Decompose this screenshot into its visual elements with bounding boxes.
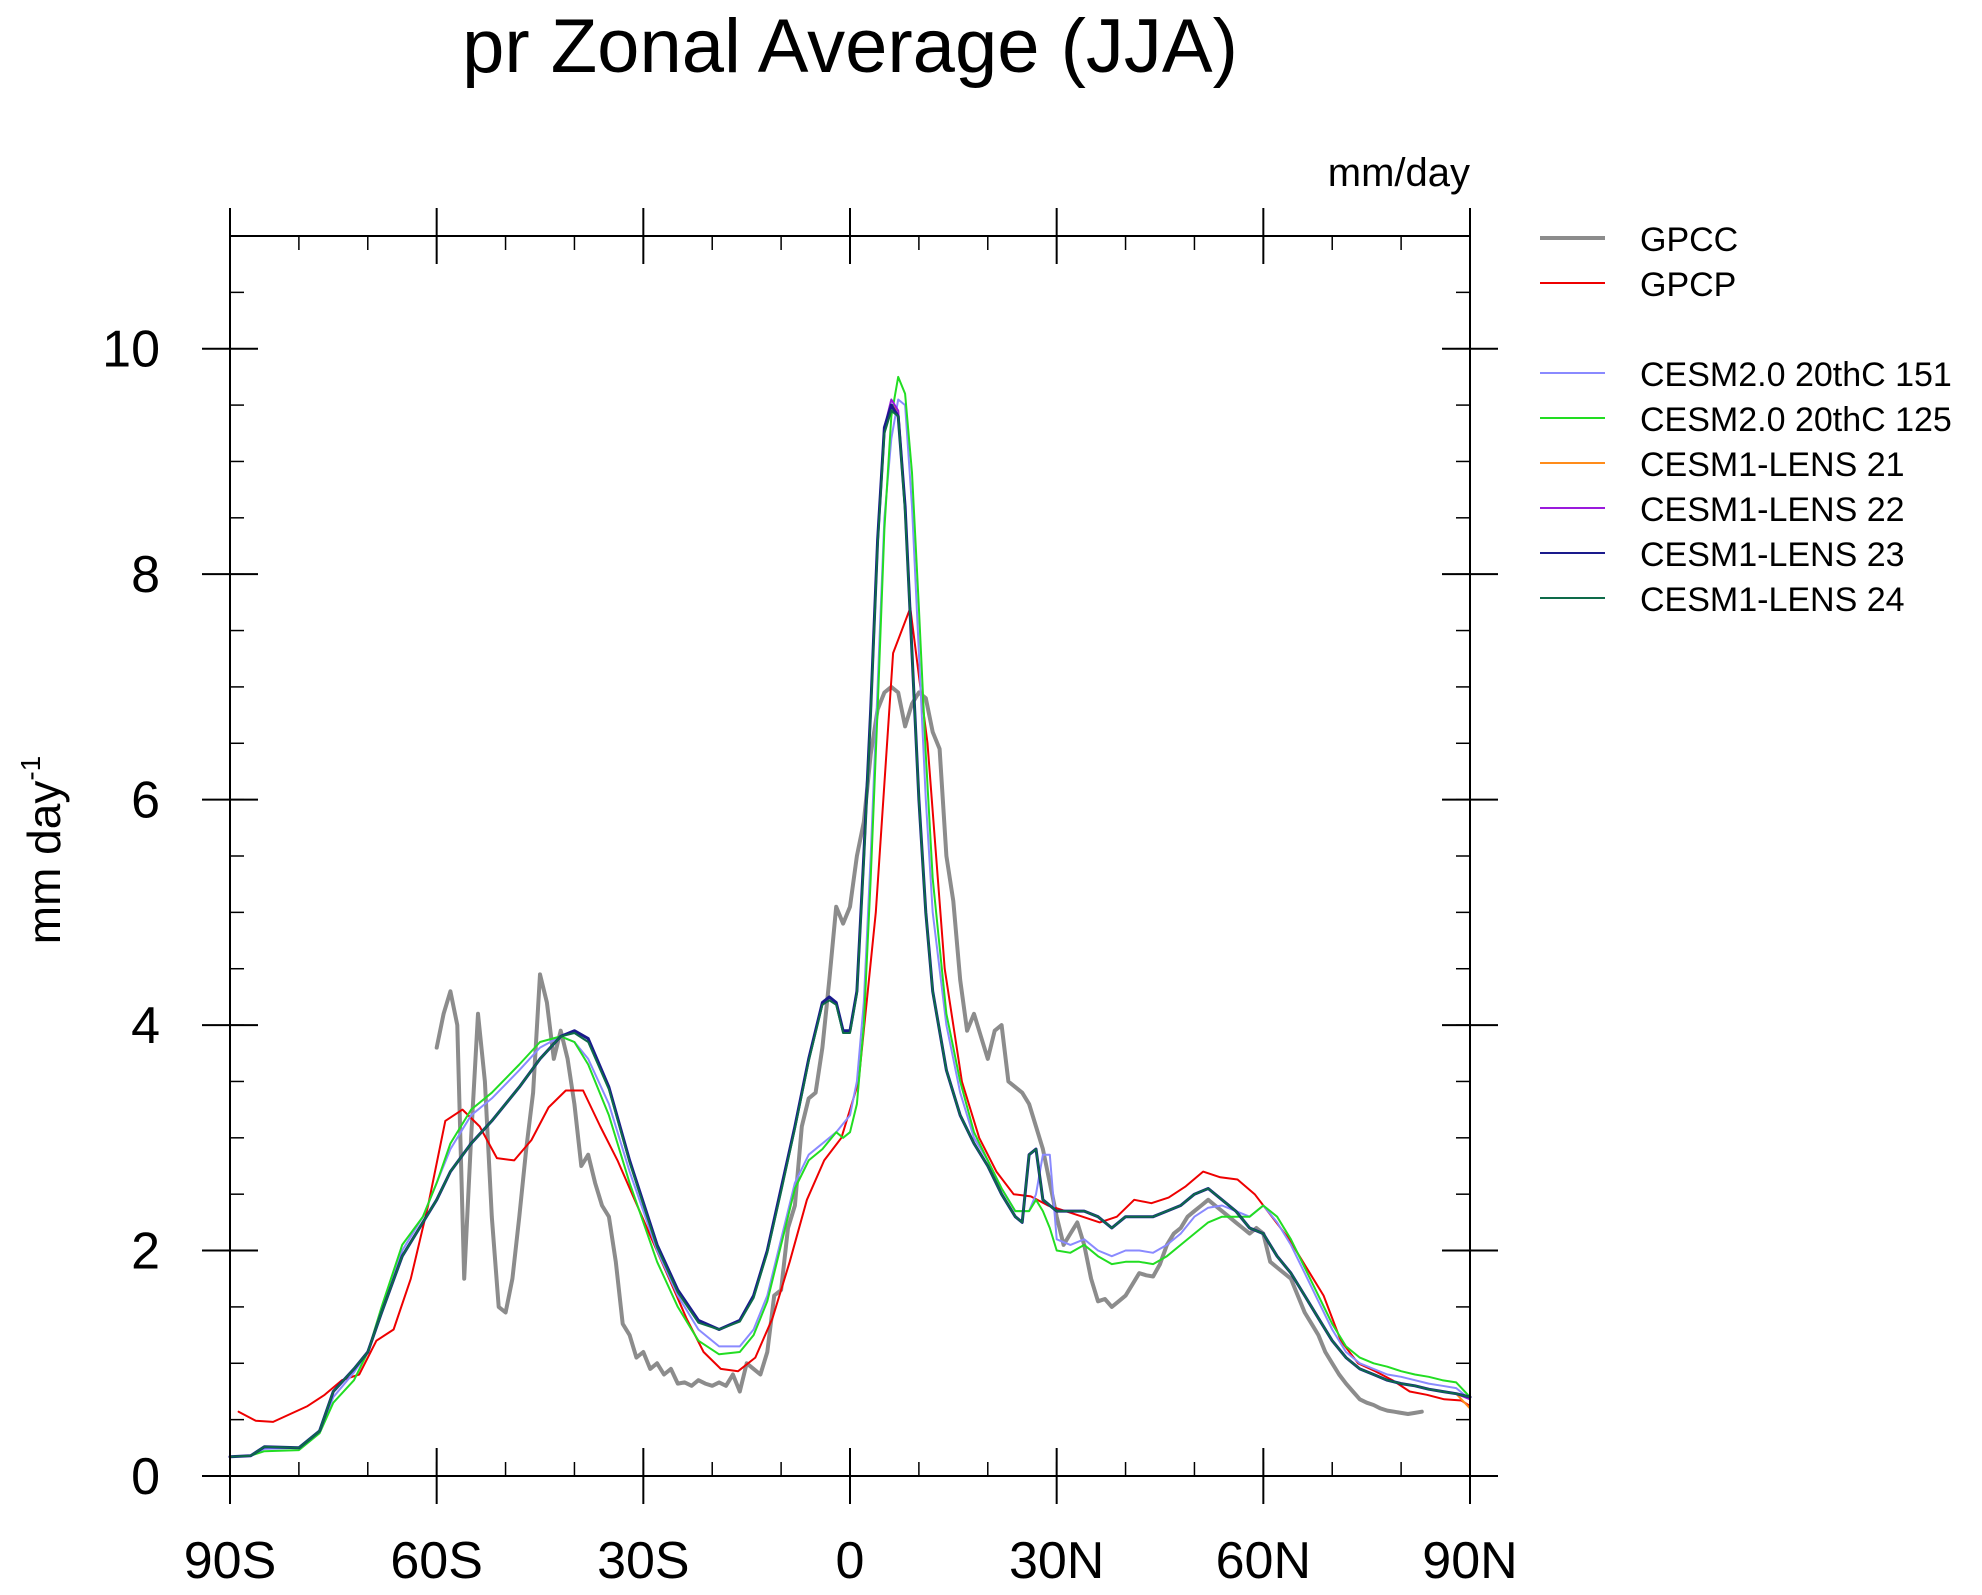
legend-label-gpcp: GPCP — [1640, 266, 1736, 304]
y-tick-label: 4 — [131, 997, 160, 1055]
y-tick-label: 8 — [131, 546, 160, 604]
y-tick-label: 2 — [131, 1223, 160, 1281]
y-tick-label: 6 — [131, 772, 160, 830]
x-tick-label: 60N — [1216, 1532, 1311, 1590]
x-tick-label: 90S — [184, 1532, 277, 1590]
legend-label-cesm1-lens-21: CESM1-LENS 21 — [1640, 446, 1905, 484]
x-tick-label: 30S — [597, 1532, 690, 1590]
x-tick-label: 30N — [1009, 1532, 1104, 1590]
y-tick-label: 0 — [131, 1448, 160, 1506]
chart-title: pr Zonal Average (JJA) — [462, 4, 1238, 89]
series-line-cesm2-0-20thc-151 — [229, 398, 1471, 1458]
series-line-gpcp — [237, 607, 1471, 1423]
plot-frame — [229, 235, 1471, 1477]
series-line-cesm1-lens-24 — [229, 409, 1471, 1458]
y-axis-title: mm day-1 — [15, 756, 70, 945]
x-tick-label: 0 — [836, 1532, 865, 1590]
legend-label-cesm1-lens-24: CESM1-LENS 24 — [1640, 581, 1905, 619]
legend-label-cesm2-0-20thc-125: CESM2.0 20thC 125 — [1640, 401, 1952, 439]
series-line-gpcc — [434, 684, 1424, 1416]
x-tick-label: 60S — [390, 1532, 483, 1590]
y-axis-title-main: mm day — [18, 781, 70, 945]
units-label: mm/day — [1328, 151, 1470, 195]
x-tick-label: 90N — [1422, 1532, 1517, 1590]
legend-label-gpcc: GPCC — [1640, 221, 1738, 259]
series-line-cesm1-lens-22 — [229, 398, 1471, 1458]
axes: 90S 60S 30S 0 30N 60N 90N 0 2 4 6 8 10 — [102, 208, 1518, 1590]
legend-label-cesm2-0-20thc-151: CESM2.0 20thC 151 — [1640, 356, 1952, 394]
y-tick-label: 10 — [102, 321, 160, 379]
legend-label-cesm1-lens-22: CESM1-LENS 22 — [1640, 491, 1905, 529]
series-line-cesm1-lens-21 — [229, 404, 1471, 1458]
y-axis-title-superscript: -1 — [15, 756, 46, 781]
series-line-cesm1-lens-23 — [228, 403, 1472, 1459]
legend-label-cesm1-lens-23: CESM1-LENS 23 — [1640, 536, 1905, 574]
legend: GPCC GPCP CESM2.0 20thC 151 CESM2.0 20thC 1… — [1540, 221, 1952, 619]
plot-series — [228, 375, 1472, 1459]
series-line-cesm2-0-20thc-125 — [229, 375, 1471, 1458]
